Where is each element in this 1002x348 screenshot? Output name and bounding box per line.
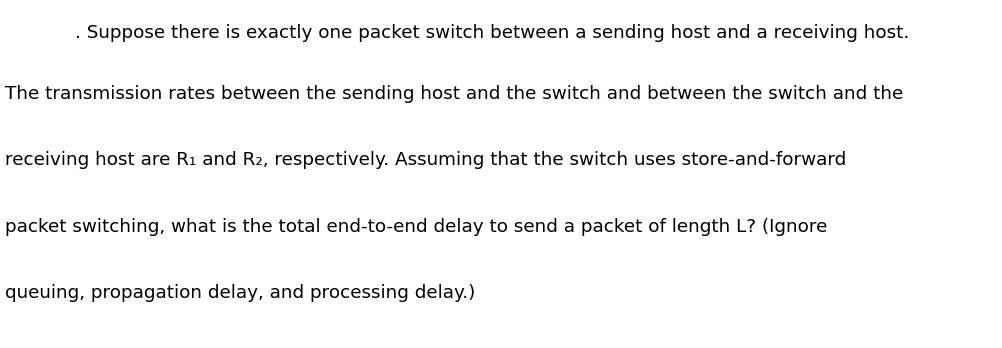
Text: packet switching, what is the total end-to-end delay to send a packet of length : packet switching, what is the total end-…	[5, 218, 827, 236]
Text: . Suppose there is exactly one packet switch between a sending host and a receiv: . Suppose there is exactly one packet sw…	[75, 24, 909, 42]
Text: receiving host are R₁ and R₂, respectively. Assuming that the switch uses store-: receiving host are R₁ and R₂, respective…	[5, 151, 846, 169]
Text: queuing, propagation delay, and processing delay.): queuing, propagation delay, and processi…	[5, 284, 475, 302]
Text: The transmission rates between the sending host and the switch and between the s: The transmission rates between the sendi…	[5, 85, 903, 103]
